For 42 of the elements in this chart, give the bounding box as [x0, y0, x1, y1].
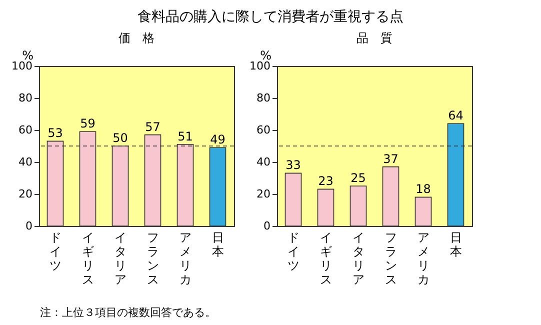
x-tick-label: イギリス [320, 230, 332, 286]
data-label: 57 [145, 120, 160, 134]
x-tick-label: 日本 [212, 230, 224, 258]
y-tick-label: 20 [18, 188, 32, 200]
data-label: 25 [350, 171, 366, 185]
y-tick-label: 20 [256, 188, 270, 200]
y-axis-title: % [22, 48, 34, 62]
y-tick-label: 60 [18, 124, 32, 136]
text: 食料品の購入に際して消費者が重視する点 [136, 8, 404, 27]
y-tick-label: 80 [256, 92, 270, 104]
data-label: 23 [318, 174, 334, 188]
data-label: 53 [48, 126, 63, 140]
x-tick-label: フランス [384, 230, 397, 286]
y-axis-title: % [260, 48, 272, 62]
y-tick-label: 40 [256, 156, 270, 168]
x-tick-label: アメリカ [417, 230, 430, 286]
y-tick-label: 0 [26, 220, 32, 232]
chart-subtitle: 品 質 [356, 31, 392, 45]
x-tick-label: ドイツ [287, 230, 300, 272]
x-tick-label: イタリア [114, 230, 126, 286]
data-label: 49 [210, 132, 226, 147]
data-label: 51 [178, 129, 193, 144]
y-tick-label: 0 [264, 220, 270, 232]
data-label: 37 [383, 152, 398, 166]
y-tick-label: 100 [250, 60, 270, 72]
x-tick-label: イタリア [352, 230, 364, 286]
data-label: 50 [112, 131, 128, 145]
data-label: 64 [448, 108, 464, 123]
data-label: 59 [80, 116, 96, 131]
data-label: 33 [286, 158, 301, 172]
x-tick-label: イギリス [82, 230, 94, 286]
text: 注：上位３項目の複数回答である。 [39, 305, 217, 320]
y-tick-label: 100 [12, 60, 32, 72]
y-tick-label: 60 [256, 124, 270, 136]
chart-subtitle: 価 格 [118, 31, 154, 45]
data-label: 18 [416, 182, 431, 196]
x-tick-label: フランス [146, 230, 159, 286]
y-tick-label: 80 [18, 92, 32, 104]
x-tick-label: 日本 [450, 230, 462, 258]
x-tick-label: ドイツ [49, 230, 62, 272]
x-tick-label: アメリカ [179, 230, 192, 286]
y-tick-label: 40 [18, 156, 32, 168]
